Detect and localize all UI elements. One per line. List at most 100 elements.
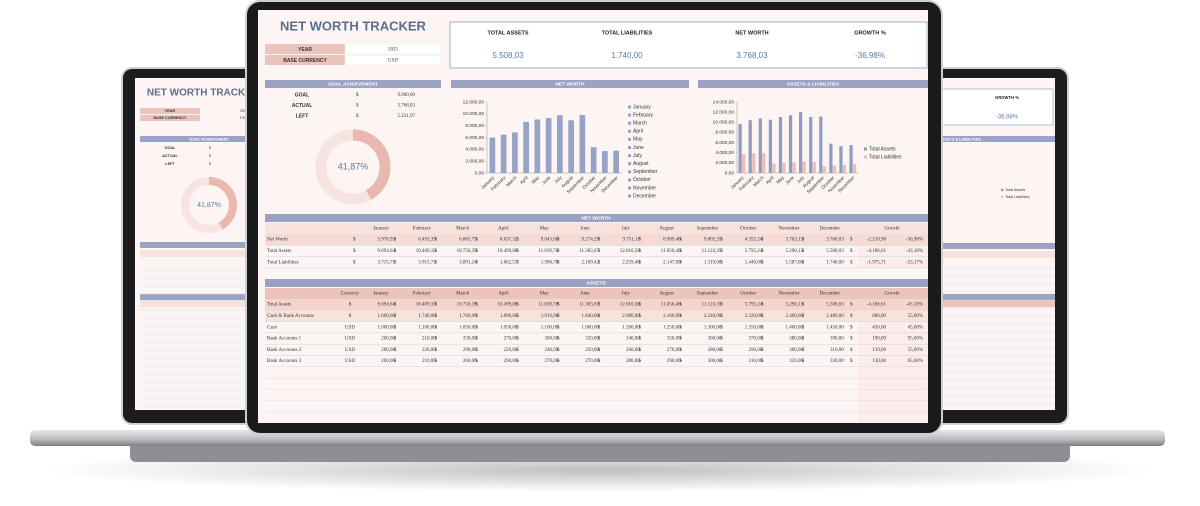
- bar: [768, 119, 773, 173]
- currency-symbol: $: [557, 238, 560, 243]
- column-header: July: [622, 292, 631, 297]
- currency-symbol: $: [761, 249, 764, 254]
- currency-symbol: $: [850, 314, 853, 319]
- column-header: August: [659, 227, 674, 232]
- currency-symbol: $: [557, 348, 560, 353]
- goal-row-label: LEFT: [296, 113, 309, 119]
- currency-symbol: $: [639, 359, 642, 364]
- goal-title: GOAL ACHIEVEMENT: [189, 137, 229, 141]
- y-tick-label: 0,00: [725, 170, 735, 176]
- cell-value: 1.587,00: [786, 260, 804, 265]
- cell-value: 9.043,00: [541, 238, 559, 243]
- cell-value: 330,00: [830, 359, 844, 364]
- cell-value: 270,00: [544, 359, 558, 364]
- currency-symbol: $: [394, 348, 397, 353]
- column-header: April: [498, 292, 509, 297]
- legend-label: July: [633, 153, 642, 159]
- currency-value: USD: [388, 59, 398, 64]
- cell-value: 5.795,24: [745, 249, 763, 254]
- bar: [545, 118, 552, 173]
- currency-symbol: $: [761, 260, 764, 265]
- legend-label: December: [633, 193, 656, 199]
- cell-value: 1.000,00: [378, 325, 396, 330]
- year-label: YEAR: [298, 47, 312, 53]
- bar: [590, 147, 597, 173]
- cell-value: 1.100,00: [541, 325, 559, 330]
- currency-symbol: $: [802, 359, 805, 364]
- kpi-value: 1.740,00: [611, 51, 643, 60]
- cell-value: 1.440,00: [745, 260, 763, 265]
- column-header: December: [820, 292, 841, 297]
- currency-symbol: $: [394, 337, 397, 342]
- cell-value: 1.800,00: [500, 314, 518, 319]
- goal-symbol: $: [209, 162, 211, 166]
- y-tick-label: 14.000,00: [713, 99, 735, 105]
- cell-value: 3.768,03: [826, 238, 844, 243]
- cell-value: 2.480,00: [826, 314, 844, 319]
- cell-value: 1.996,78: [541, 260, 559, 265]
- currency-symbol: $: [639, 325, 642, 330]
- bar: [782, 162, 786, 173]
- currency-label-cell: [140, 115, 200, 121]
- bar: [742, 154, 746, 173]
- cell-value: 5.508,03: [826, 249, 844, 254]
- table-header: [942, 243, 1055, 249]
- cell-value: 1.050,00: [459, 325, 477, 330]
- currency-symbol: $: [850, 249, 853, 254]
- cell-value: 10.499,88: [497, 249, 518, 254]
- chart-title: NET WORTH: [555, 82, 585, 88]
- cell-value: 6.493,39: [418, 238, 436, 243]
- currency-symbol: $: [435, 359, 438, 364]
- cell-value: 11.039,78: [538, 303, 558, 308]
- bar: [832, 165, 837, 173]
- currency-symbol: $: [516, 348, 519, 353]
- growth-pct: 95,00%: [908, 337, 923, 342]
- cell-value: 310,00: [830, 348, 844, 353]
- y-tick-label: 4.000,00: [715, 150, 734, 156]
- laptop-base-back: [130, 442, 1070, 462]
- currency-symbol: $: [435, 249, 438, 254]
- cell-value: 1.840,00: [582, 314, 600, 319]
- cell-value: 2.240,00: [704, 314, 722, 319]
- currency-symbol: $: [802, 314, 805, 319]
- currency-symbol: $: [516, 249, 519, 254]
- currency-symbol: $: [802, 337, 805, 342]
- currency-symbol: $: [598, 325, 601, 330]
- kpi-label: TOTAL LIABILITIES: [602, 30, 653, 36]
- year-value: 2025: [388, 48, 399, 53]
- goal-row-label: ACTUAL: [162, 154, 178, 158]
- cell-value: 11.383,67: [579, 303, 599, 308]
- goal-row-label: LEFT: [165, 162, 175, 166]
- cell-value: 4.355,24: [745, 238, 763, 243]
- y-tick-label: 2.000,00: [465, 158, 484, 164]
- row-bg: [265, 310, 928, 322]
- legend-swatch: [628, 146, 631, 149]
- goal-row-value: 5.231,97: [398, 114, 416, 119]
- donut-label: 41,87%: [338, 161, 369, 171]
- currency-symbol: $: [720, 348, 723, 353]
- table-header: [140, 294, 246, 300]
- goal-symbol: $: [209, 154, 211, 158]
- cell-value: 200,00: [463, 348, 477, 353]
- currency-symbol: $: [598, 348, 601, 353]
- table-header: [265, 214, 928, 222]
- currency-symbol: $: [557, 325, 560, 330]
- currency-symbol: $: [598, 249, 601, 254]
- cell-value: 1.910,00: [541, 314, 559, 319]
- currency-symbol: $: [394, 260, 397, 265]
- cell-value: 270,00: [667, 348, 681, 353]
- currency-symbol: $: [516, 359, 519, 364]
- legend-swatch: [628, 194, 631, 198]
- kpi-label: TOTAL ASSETS: [487, 30, 528, 36]
- growth-value: -2.210,90: [867, 238, 887, 243]
- column-header: November: [778, 292, 799, 297]
- growth-value: 130,00: [872, 359, 886, 364]
- cell-value: 220,00: [504, 348, 518, 353]
- kpi-value: -36,98%: [996, 115, 1019, 121]
- row-bg: [265, 299, 928, 311]
- table-title: NET WORTH: [581, 216, 611, 222]
- currency-symbol: $: [475, 325, 478, 330]
- cell-value: 1.319,00: [704, 260, 722, 265]
- cell-value: 300,00: [708, 359, 722, 364]
- y-tick-label: 12.000,00: [713, 109, 735, 115]
